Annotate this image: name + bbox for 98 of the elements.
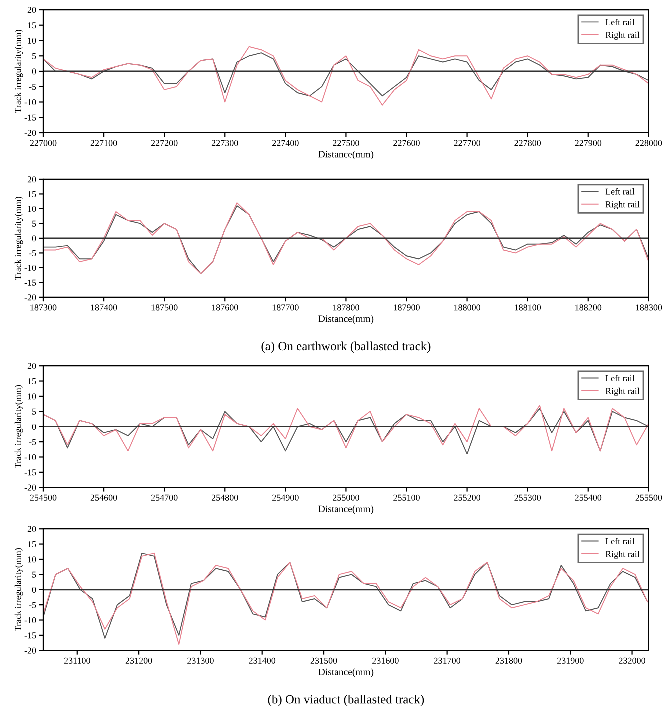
x-tick-label: 255200 — [454, 494, 480, 501]
x-tick-label: 188000 — [454, 304, 480, 311]
y-tick-label: 5 — [32, 53, 36, 60]
x-tick-label: 227600 — [394, 140, 420, 146]
x-tick-label: 231100 — [64, 658, 90, 664]
y-tick-label: -10 — [24, 454, 36, 460]
y-tick-label: -10 — [24, 617, 36, 624]
x-tick-label: 255500 — [636, 494, 662, 501]
y-axis-title: Track irregularity(mm) — [14, 548, 24, 632]
x-tick-label: 187400 — [91, 304, 118, 311]
x-tick-label: 231400 — [249, 658, 276, 664]
x-tick-label: 227200 — [151, 140, 178, 146]
x-tick-label: 227000 — [30, 140, 57, 146]
x-tick-label: 231700 — [434, 658, 461, 664]
x-tick-label: 188100 — [515, 304, 542, 311]
y-tick-label: -5 — [29, 439, 36, 446]
y-tick-label: -15 — [24, 632, 36, 639]
y-tick-label: 10 — [28, 206, 36, 212]
x-tick-label: 228000 — [636, 140, 662, 146]
legend-label: Left rail — [606, 188, 635, 195]
y-tick-label: 15 — [28, 541, 36, 548]
y-tick-label: -20 — [24, 484, 36, 491]
y-tick-label: 5 — [32, 408, 36, 415]
y-tick-label: 5 — [32, 220, 36, 227]
x-axis-title: Distance(mm) — [318, 150, 374, 160]
x-axis-title: Distance(mm) — [318, 668, 374, 678]
legend-label: Right rail — [606, 32, 640, 40]
y-tick-label: 20 — [28, 176, 36, 183]
y-tick-label: -5 — [29, 602, 36, 608]
y-tick-label: 15 — [28, 378, 36, 384]
x-axis-title: Distance(mm) — [318, 506, 374, 514]
y-tick-label: -10 — [24, 265, 36, 272]
y-tick-label: -20 — [24, 130, 36, 136]
x-tick-label: 255100 — [394, 494, 420, 501]
x-tick-label: 231300 — [188, 658, 214, 664]
legend-label: Right rail — [606, 201, 640, 210]
y-tick-label: 5 — [32, 572, 36, 578]
y-tick-label: 10 — [28, 556, 36, 563]
y-tick-label: 0 — [32, 236, 36, 242]
x-tick-label: 254600 — [90, 494, 118, 501]
x-tick-label: 227500 — [333, 140, 360, 146]
x-tick-label: 254700 — [151, 494, 178, 501]
x-tick-label: 254500 — [30, 494, 57, 501]
x-tick-label: 255400 — [575, 494, 602, 501]
x-tick-label: 187500 — [152, 304, 178, 311]
y-tick-label: -15 — [24, 280, 36, 286]
legend-label: Left rail — [606, 538, 635, 545]
x-tick-label: 187800 — [333, 304, 360, 311]
x-tick-label: 232000 — [619, 658, 646, 664]
y-tick-label: 0 — [32, 68, 36, 75]
y-axis-title: Track irregularity(mm) — [14, 197, 24, 280]
y-tick-label: 20 — [28, 363, 36, 370]
y-tick-label: 20 — [28, 526, 36, 532]
x-tick-label: 254800 — [212, 494, 238, 501]
y-axis-title: Track irregularity(mm) — [14, 30, 24, 114]
y-tick-label: 0 — [32, 424, 36, 430]
x-tick-label: 227300 — [212, 140, 238, 146]
y-tick-label: -20 — [24, 294, 36, 301]
x-tick-label: 188200 — [576, 304, 602, 311]
x-tick-label: 188300 — [636, 304, 662, 311]
x-tick-label: 227400 — [272, 140, 299, 146]
x-tick-label: 231900 — [557, 658, 584, 664]
y-tick-label: -15 — [24, 114, 36, 121]
legend-label: Left rail — [606, 19, 635, 26]
x-tick-label: 255300 — [514, 494, 542, 501]
text: (b) On viaduct (ballasted track) — [268, 694, 424, 706]
x-tick-label: 227100 — [90, 140, 118, 146]
x-tick-label: 227800 — [514, 140, 542, 146]
x-tick-label: 231200 — [126, 658, 152, 664]
x-tick-label: 187300 — [30, 304, 57, 311]
y-tick-label: -5 — [29, 250, 36, 256]
y-axis-title: Track irregularity(mm) — [14, 385, 24, 469]
x-tick-label: 231600 — [372, 658, 399, 664]
x-tick-label: 227900 — [575, 140, 602, 146]
y-tick-label: 15 — [28, 191, 36, 198]
y-tick-label: 10 — [28, 394, 36, 400]
x-tick-label: 231800 — [496, 658, 522, 664]
legend-label: Left rail — [606, 375, 635, 382]
y-tick-label: 10 — [28, 38, 36, 44]
x-tick-label: 187600 — [212, 304, 238, 311]
x-tick-label: 254900 — [272, 494, 299, 501]
legend-label: Right rail — [606, 550, 640, 560]
x-tick-label: 255000 — [333, 494, 360, 501]
y-tick-label: -20 — [24, 648, 36, 654]
y-tick-label: -10 — [24, 99, 36, 106]
line-series — [43, 46, 649, 106]
x-tick-label: 187700 — [272, 304, 299, 311]
y-tick-label: 20 — [28, 7, 36, 14]
y-tick-label: 0 — [32, 587, 36, 594]
y-tick-label: -15 — [24, 470, 36, 476]
x-tick-label: 227700 — [454, 140, 480, 146]
y-tick-label: 15 — [28, 22, 36, 29]
legend-label: Right rail — [606, 388, 640, 396]
x-axis-title: Distance(mm) — [318, 315, 374, 324]
text: (a) On earthwork (ballasted track) — [262, 342, 431, 354]
x-tick-label: 231500 — [310, 658, 338, 664]
x-tick-label: 187900 — [394, 304, 420, 311]
y-tick-label: -5 — [29, 84, 36, 90]
